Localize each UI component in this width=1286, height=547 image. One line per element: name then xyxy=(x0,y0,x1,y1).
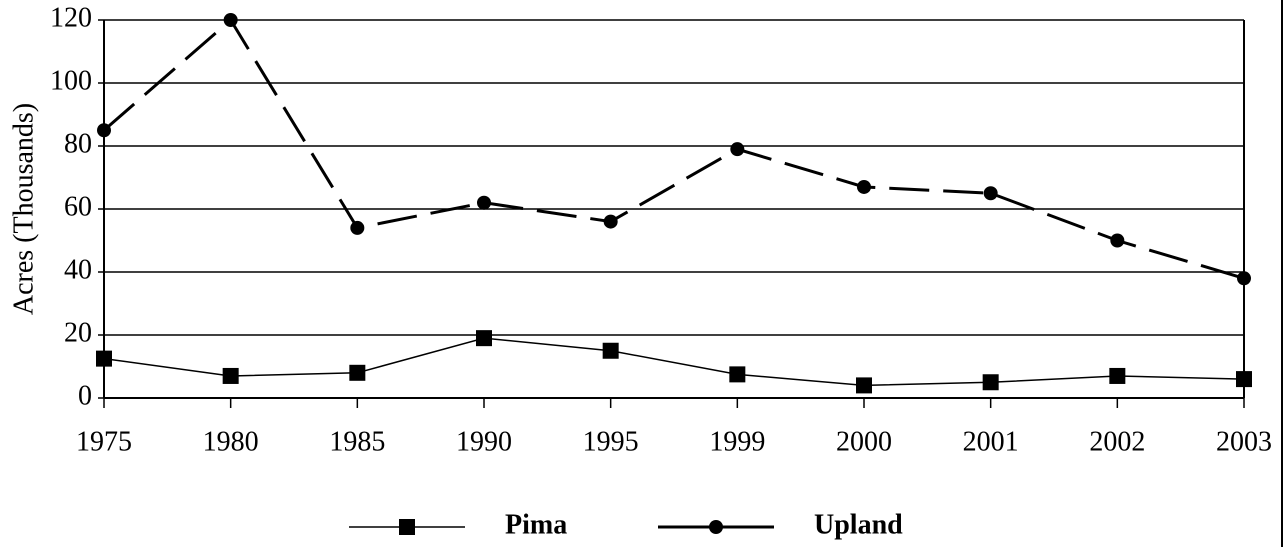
x-tick-label: 1995 xyxy=(583,426,639,457)
legend-marker xyxy=(399,519,415,535)
data-point xyxy=(1109,367,1126,384)
x-tick-label: 1985 xyxy=(329,426,385,457)
data-point xyxy=(222,367,239,384)
y-tick-label: 0 xyxy=(78,380,92,411)
series-line xyxy=(103,337,1245,387)
data-point xyxy=(1110,233,1125,248)
x-tick-label: 1990 xyxy=(456,426,512,457)
x-tick-label: 2000 xyxy=(836,426,892,457)
data-point xyxy=(223,13,238,27)
data-point xyxy=(97,123,111,138)
x-tick-label: 1975 xyxy=(76,426,132,457)
y-tick-label: 40 xyxy=(64,254,92,285)
data-point xyxy=(856,377,872,394)
data-point xyxy=(350,220,365,235)
legend-label: Pima xyxy=(505,509,567,540)
data-point xyxy=(476,330,492,347)
data-point xyxy=(477,195,491,210)
y-tick-label: 120 xyxy=(50,2,92,33)
data-point xyxy=(983,186,998,201)
x-tick-label: 2001 xyxy=(963,426,1019,457)
data-point xyxy=(1237,271,1251,286)
data-point xyxy=(729,366,746,383)
data-point xyxy=(857,179,871,194)
data-point xyxy=(1236,371,1252,388)
x-tick-label: 1999 xyxy=(709,426,765,457)
legend-marker xyxy=(709,520,723,534)
x-tick-label: 1980 xyxy=(203,426,259,457)
x-tick-label: 2002 xyxy=(1089,426,1145,457)
y-axis-label: Acres (Thousands) xyxy=(8,103,39,315)
y-tick-label: 60 xyxy=(64,191,92,222)
series-line xyxy=(103,17,1245,280)
y-tick-label: 100 xyxy=(50,65,92,96)
data-point xyxy=(602,342,619,359)
y-tick-label: 80 xyxy=(64,128,92,159)
y-tick-label: 20 xyxy=(64,317,92,348)
legend-label: Upland xyxy=(814,509,903,540)
data-point xyxy=(603,214,618,229)
data-point xyxy=(96,350,112,367)
data-point xyxy=(349,364,366,381)
data-point xyxy=(982,374,999,391)
data-point xyxy=(730,142,745,157)
x-tick-label: 2003 xyxy=(1216,426,1272,457)
